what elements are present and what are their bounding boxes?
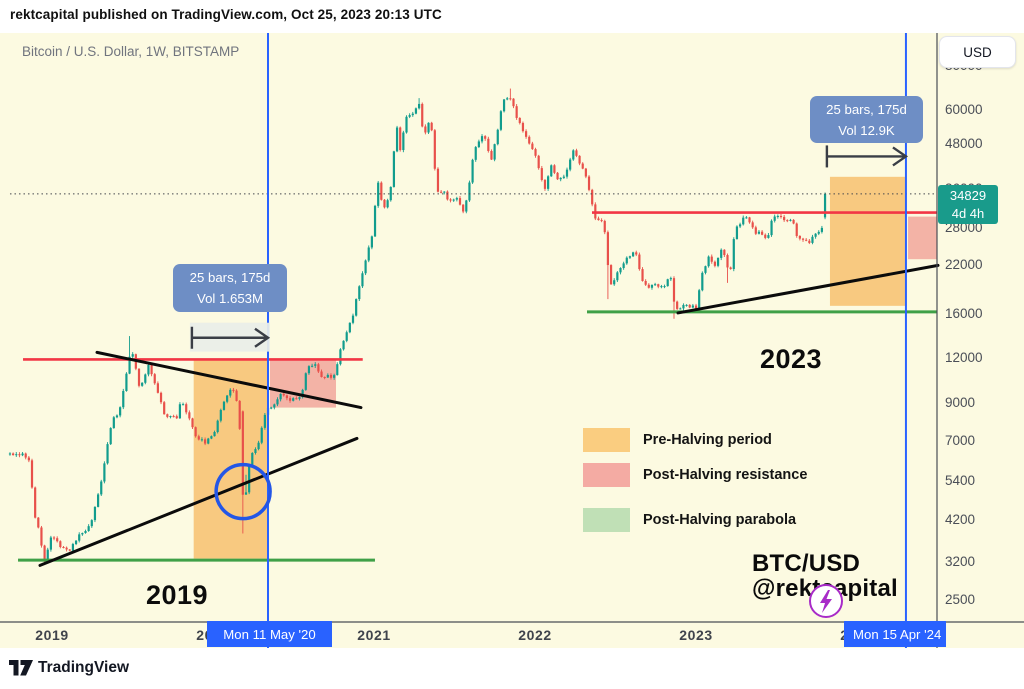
- price-tick-label: 60000: [945, 102, 983, 117]
- watermark-symbol: BTC/USD: [752, 550, 861, 577]
- legend-label: Pre-Halving period: [643, 432, 772, 448]
- currency-button[interactable]: USD: [939, 36, 1016, 68]
- callout-bars-text: 25 bars, 175d: [189, 270, 271, 285]
- price-tick-label: 3200: [945, 553, 976, 569]
- symbol-title: Bitcoin / U.S. Dollar, 1W, BITSTAMP: [22, 44, 240, 59]
- callout-volume-text: Vol 1.653M: [197, 291, 263, 306]
- legend-item-resistance: Post-Halving resistance: [583, 463, 807, 487]
- halving-callout-2020: 25 bars, 175d Vol 1.653M: [173, 264, 287, 312]
- legend-item-parabola: Post-Halving parabola: [583, 508, 796, 532]
- legend-label: Post-Halving parabola: [643, 512, 797, 528]
- price-tick-label: 12000: [945, 350, 983, 366]
- year-tick-label: 2019: [35, 627, 69, 643]
- crosshair-date-badge-2020: Mon 11 May '20: [207, 621, 332, 647]
- attribution-bar: rektcapital published on TradingView.com…: [0, 0, 1024, 33]
- callout-bars-text: 25 bars, 175d: [826, 102, 907, 117]
- legend-swatch-green: [583, 508, 630, 532]
- era-label-2019: 2019: [146, 580, 209, 610]
- year-tick-label: 2022: [518, 627, 552, 643]
- tradingview-brand-text[interactable]: TradingView: [38, 659, 130, 676]
- last-price-badge: 34829 4d 4h: [938, 185, 998, 224]
- crosshair-date-badge-2024: Mon 15 Apr '24: [844, 621, 946, 647]
- price-tick-label: 48000: [945, 136, 983, 152]
- price-tick-label: 22000: [945, 256, 983, 272]
- halving-callout-2024: 25 bars, 175d Vol 12.9K: [810, 96, 923, 143]
- lightning-bolt-icon: [809, 584, 843, 618]
- price-tick-label: 5400: [945, 473, 976, 489]
- legend-swatch-orange: [583, 428, 630, 452]
- price-axis[interactable]: 8000060000480003600028000220001600012000…: [938, 33, 1024, 622]
- footer: TradingView: [0, 648, 1024, 689]
- price-tick-label: 7000: [945, 433, 976, 449]
- price-tick-label: 16000: [945, 305, 983, 321]
- price-tick-label: 2500: [945, 592, 976, 608]
- price-tick-label: 9000: [945, 394, 976, 410]
- legend-label: Post-Halving resistance: [643, 467, 808, 483]
- bar-countdown: 4d 4h: [951, 206, 985, 221]
- year-tick-label: 2023: [679, 627, 713, 643]
- legend: Pre-Halving period Post-Halving resistan…: [583, 428, 843, 538]
- era-label-2023: 2023: [760, 344, 823, 374]
- year-tick-label: 2021: [357, 627, 391, 643]
- legend-swatch-pink: [583, 463, 630, 487]
- tradingview-logo-icon[interactable]: [9, 659, 34, 681]
- attribution-text: rektcapital published on TradingView.com…: [10, 7, 442, 22]
- last-price-value: 34829: [949, 188, 987, 203]
- legend-item-prehalving: Pre-Halving period: [583, 428, 772, 452]
- callout-volume-text: Vol 12.9K: [838, 123, 895, 138]
- price-tick-label: 4200: [945, 512, 976, 528]
